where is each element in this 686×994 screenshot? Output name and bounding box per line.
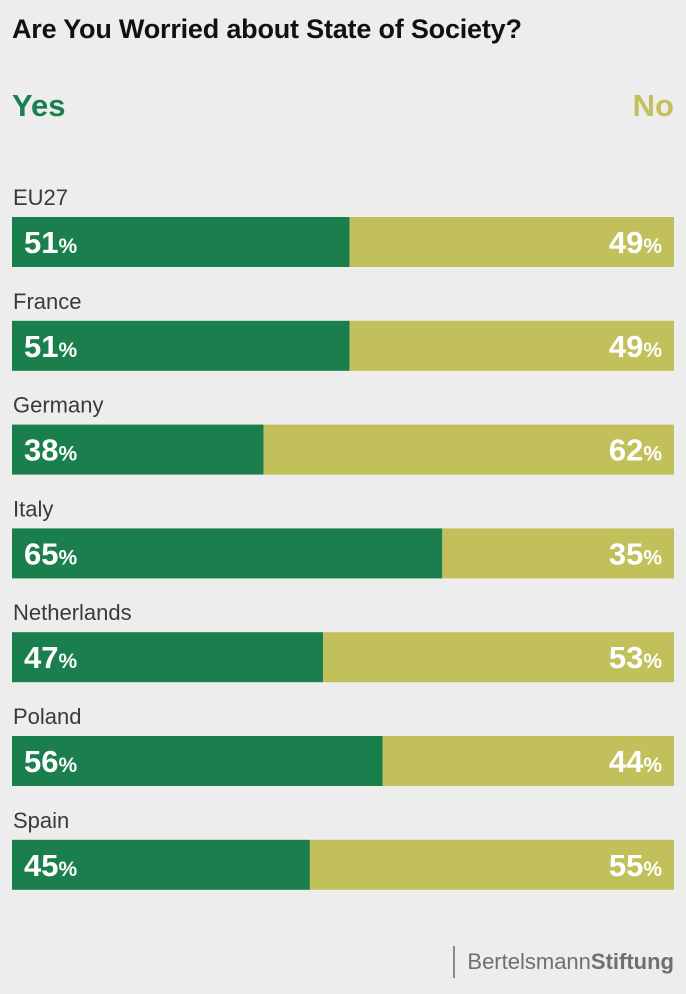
bar-no xyxy=(323,632,674,683)
value-label-yes: 51% xyxy=(24,225,77,260)
value-label-yes: 51% xyxy=(24,329,77,364)
bar-no xyxy=(442,528,674,579)
bar-no xyxy=(382,736,674,786)
value-label-no: 49% xyxy=(609,329,662,364)
bar-yes xyxy=(12,528,443,579)
bar-group-poland: Poland 56% 44% xyxy=(12,704,674,786)
value-label-no: 49% xyxy=(609,225,662,260)
bar-group-germany: Germany 38% 62% xyxy=(12,393,674,475)
value-label-yes: 45% xyxy=(24,848,77,883)
country-label: Spain xyxy=(13,808,69,833)
logo-divider xyxy=(453,946,456,978)
bar-yes xyxy=(12,320,350,371)
value-label-no: 44% xyxy=(609,744,662,779)
country-label: Poland xyxy=(13,704,82,729)
legend-yes: Yes xyxy=(12,88,66,123)
bar-yes xyxy=(12,217,350,267)
bar-yes xyxy=(12,632,324,683)
legend-no: No xyxy=(632,88,674,123)
value-label-yes: 56% xyxy=(24,744,77,779)
value-label-no: 35% xyxy=(609,536,662,571)
bar-group-eu27: EU27 51% 49% xyxy=(12,185,674,267)
bar-no xyxy=(349,320,674,371)
bar-group-italy: Italy 65% 35% xyxy=(12,496,674,579)
bar-no xyxy=(349,217,674,267)
country-label: Italy xyxy=(13,496,53,521)
bar-yes xyxy=(12,736,383,786)
value-label-yes: 38% xyxy=(24,433,77,468)
brand-name-light: Bertelsmann xyxy=(467,949,591,974)
bar-yes xyxy=(12,839,310,890)
chart-title: Are You Worried about State of Society? xyxy=(12,14,522,44)
value-label-yes: 47% xyxy=(24,640,77,675)
country-label: Germany xyxy=(13,393,103,418)
value-label-no: 62% xyxy=(609,433,662,468)
bar-group-netherlands: Netherlands 47% 53% xyxy=(12,600,674,683)
bar-group-france: France 51% 49% xyxy=(12,289,674,371)
bar-yes xyxy=(12,424,264,475)
value-label-no: 55% xyxy=(609,848,662,883)
bar-group-spain: Spain 45% 55% xyxy=(12,808,674,890)
country-label: France xyxy=(13,289,81,314)
footer-logo: Bertelsmann Stiftung xyxy=(453,946,674,978)
country-label: Netherlands xyxy=(13,600,132,625)
bar-no xyxy=(263,424,674,475)
value-label-no: 53% xyxy=(609,640,662,675)
value-label-yes: 65% xyxy=(24,536,77,571)
bar-no xyxy=(309,839,674,890)
country-label: EU27 xyxy=(13,185,68,210)
brand-name-bold: Stiftung xyxy=(590,949,674,974)
